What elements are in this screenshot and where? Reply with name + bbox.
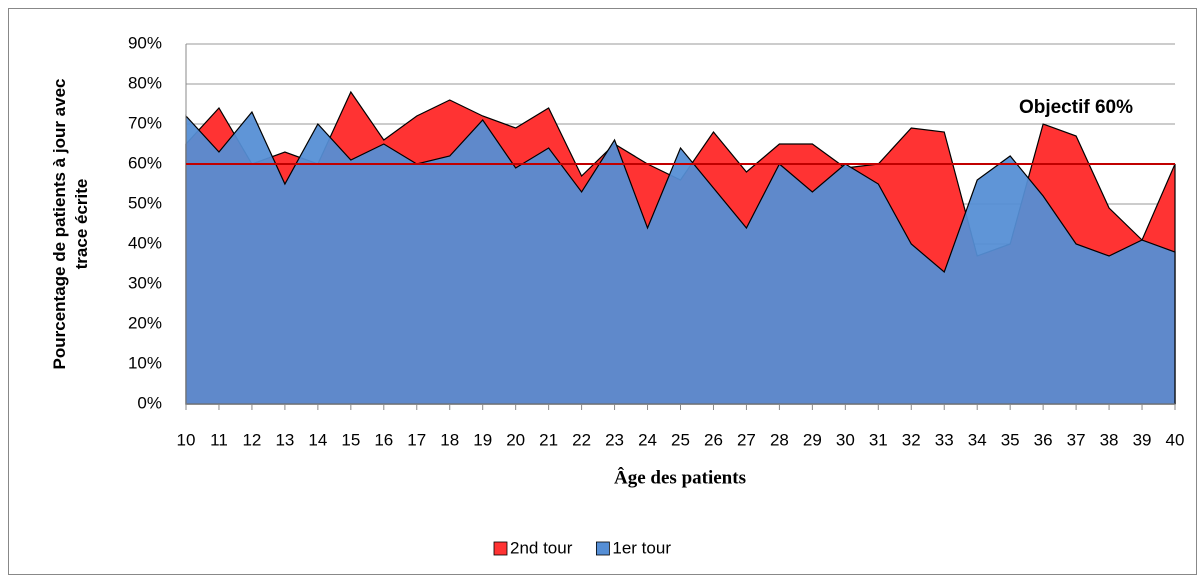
y-tick-label: 50%	[128, 193, 162, 212]
x-tick-label: 25	[671, 430, 690, 449]
y-tick-label: 40%	[128, 233, 162, 252]
x-tick-label: 40	[1166, 430, 1185, 449]
y-axis-label: Pourcentage de patients à jour avec trace…	[50, 79, 91, 370]
y-tick-label: 70%	[128, 113, 162, 132]
y-tick-label: 90%	[128, 33, 162, 52]
x-tick-label: 36	[1034, 430, 1053, 449]
y-tick-label: 20%	[128, 313, 162, 332]
legend-label: 2nd tour	[510, 538, 573, 557]
x-tick-label: 12	[242, 430, 261, 449]
x-tick-label: 14	[308, 430, 327, 449]
x-tick-label: 20	[506, 430, 525, 449]
x-tick-label: 38	[1100, 430, 1119, 449]
x-tick-label: 32	[902, 430, 921, 449]
x-tick-label: 39	[1133, 430, 1152, 449]
x-tick-label: 21	[539, 430, 558, 449]
x-tick-label: 31	[869, 430, 888, 449]
x-tick-label: 16	[374, 430, 393, 449]
x-tick-label: 28	[770, 430, 789, 449]
x-tick-label: 29	[803, 430, 822, 449]
area	[185, 110, 1176, 405]
x-tick-label: 11	[210, 430, 228, 449]
x-tick-label: 37	[1067, 430, 1086, 449]
x-tick-label: 22	[572, 430, 591, 449]
legend-label: 1er tour	[612, 538, 671, 557]
x-tick-label: 26	[704, 430, 723, 449]
x-tick-label: 35	[1001, 430, 1020, 449]
y-tick-label: 80%	[128, 73, 162, 92]
x-tick-label: 30	[836, 430, 855, 449]
x-tick-label: 33	[935, 430, 954, 449]
x-tick-label: 19	[473, 430, 492, 449]
x-tick-label: 17	[407, 430, 426, 449]
x-tick-label: 23	[605, 430, 624, 449]
x-tick-label: 18	[440, 430, 459, 449]
x-tick-label: 27	[737, 430, 756, 449]
x-axis-label: Âge des patients	[614, 466, 746, 488]
x-tick-label: 13	[275, 430, 294, 449]
legend-swatch	[493, 541, 508, 556]
x-tick-label: 34	[968, 430, 987, 449]
x-tick-label: 10	[177, 430, 196, 449]
y-tick-label: 10%	[128, 353, 162, 372]
y-tick-label: 60%	[128, 153, 162, 172]
y-tick-label: 30%	[128, 273, 162, 292]
legend-swatch	[595, 541, 610, 556]
y-tick-label: 0%	[137, 393, 162, 412]
x-tick-label: 24	[638, 430, 657, 449]
x-tick-label: 15	[341, 430, 360, 449]
reference-label: Objectif 60%	[1019, 97, 1133, 118]
